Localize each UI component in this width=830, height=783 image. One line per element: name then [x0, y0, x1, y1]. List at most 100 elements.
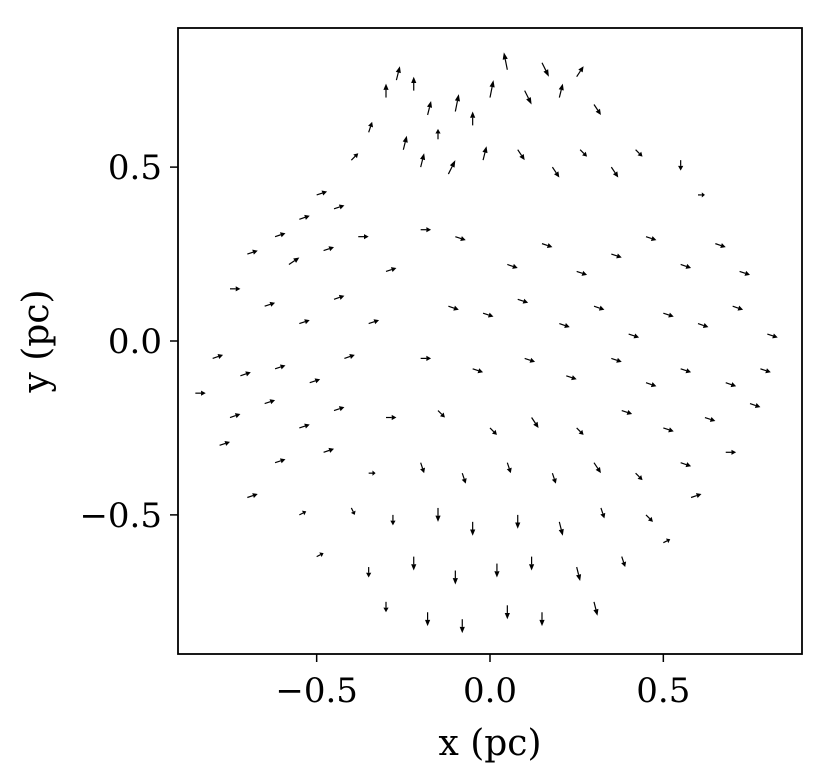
velocity-arrow [663, 427, 674, 433]
velocity-arrow [470, 111, 476, 126]
arrow-head [201, 390, 206, 396]
velocity-arrow [524, 90, 532, 105]
arrow-shaft [725, 382, 732, 386]
velocity-arrow [366, 567, 372, 578]
velocity-arrow [628, 333, 640, 339]
velocity-arrow [247, 249, 258, 255]
arrow-shaft [299, 512, 304, 516]
arrow-shaft [749, 403, 756, 407]
velocity-arrow [420, 227, 432, 233]
arrow-shaft [645, 236, 652, 240]
velocity-arrow [531, 417, 539, 428]
x-tick-label: 0.5 [636, 671, 690, 711]
arrow-shaft [264, 401, 271, 405]
arrow-head [368, 121, 374, 128]
arrow-head [426, 355, 432, 361]
arrow-head [245, 371, 251, 377]
arrow-head [314, 378, 321, 384]
arrow-shaft [368, 126, 372, 133]
arrow-shaft [461, 472, 465, 480]
arrow-shaft [420, 462, 424, 469]
arrow-shaft [455, 236, 462, 240]
arrow-shaft [715, 243, 722, 247]
arrow-shaft [333, 206, 340, 210]
arrow-head [581, 270, 588, 276]
velocity-arrow [358, 234, 369, 240]
velocity-arrow [288, 257, 300, 265]
velocity-arrow [230, 286, 241, 292]
arrow-shaft [566, 375, 573, 379]
x-axis-ticks: −0.5 0.0 0.5 [275, 654, 690, 711]
arrow-head [571, 375, 577, 381]
y-tick-label: 0.5 [108, 148, 162, 188]
velocity-arrow [395, 66, 401, 81]
arrow-head [494, 571, 500, 578]
arrow-head [595, 108, 601, 115]
velocity-arrow [576, 66, 584, 78]
arrow-shaft [697, 323, 704, 327]
arrow-head [460, 236, 466, 242]
velocity-arrow [482, 312, 494, 318]
arrow-head [685, 368, 692, 374]
velocity-arrow [452, 570, 458, 585]
arrow-shaft [507, 263, 514, 267]
velocity-arrow [576, 566, 582, 581]
velocity-arrow [715, 243, 726, 249]
arrow-head [515, 522, 521, 529]
x-axis-label: x (pc) [438, 723, 541, 764]
arrows-layer [195, 52, 778, 634]
arrow-shaft [593, 462, 599, 469]
velocity-arrow [539, 612, 545, 627]
y-axis-ticks: 0.5 0.0 −0.5 [79, 148, 178, 536]
arrow-head [319, 552, 324, 558]
arrow-shaft [541, 62, 547, 71]
arrow-head [304, 423, 310, 429]
velocity-arrow [600, 507, 606, 519]
velocity-arrow [195, 390, 206, 396]
arrow-head [349, 354, 355, 359]
velocity-arrow [402, 135, 408, 150]
velocity-arrow [517, 298, 529, 304]
arrow-head [539, 619, 545, 627]
velocity-arrow [635, 472, 643, 481]
arrow-shaft [704, 416, 711, 420]
arrow-head [578, 429, 584, 435]
velocity-arrow [482, 146, 488, 161]
velocity-arrow [502, 52, 508, 70]
velocity-arrow [350, 153, 359, 161]
arrow-head [420, 153, 426, 161]
arrow-head [420, 467, 426, 474]
velocity-arrow [333, 204, 345, 210]
arrow-head [338, 294, 345, 300]
velocity-arrow [621, 409, 633, 415]
velocity-arrow [506, 462, 512, 474]
arrow-shaft [579, 149, 585, 154]
arrow-head [279, 364, 286, 370]
arrow-shaft [323, 248, 330, 252]
velocity-arrow [732, 305, 744, 311]
arrow-shaft [645, 382, 652, 386]
velocity-arrow [663, 312, 674, 318]
arrow-head [293, 257, 300, 263]
arrow-shaft [628, 333, 635, 337]
arrow-head [519, 154, 525, 161]
arrow-head [650, 236, 657, 242]
velocity-arrow [368, 319, 380, 325]
velocity-arrow [435, 128, 441, 140]
velocity-arrow [680, 263, 692, 269]
arrow-head [772, 333, 778, 339]
arrow-shaft [489, 86, 493, 98]
arrow-head [702, 323, 709, 328]
arrow-shaft [517, 149, 523, 156]
velocity-arrow [368, 121, 374, 133]
arrow-shaft [690, 495, 697, 499]
arrow-head [301, 510, 307, 516]
arrow-shaft [635, 472, 640, 478]
arrow-head [383, 83, 389, 90]
y-axis-label: y (pc) [16, 289, 57, 393]
arrow-head [744, 270, 750, 276]
arrow-shaft [368, 321, 375, 325]
arrow-head [363, 234, 369, 240]
arrow-head [576, 574, 582, 581]
velocity-arrow [425, 612, 431, 627]
